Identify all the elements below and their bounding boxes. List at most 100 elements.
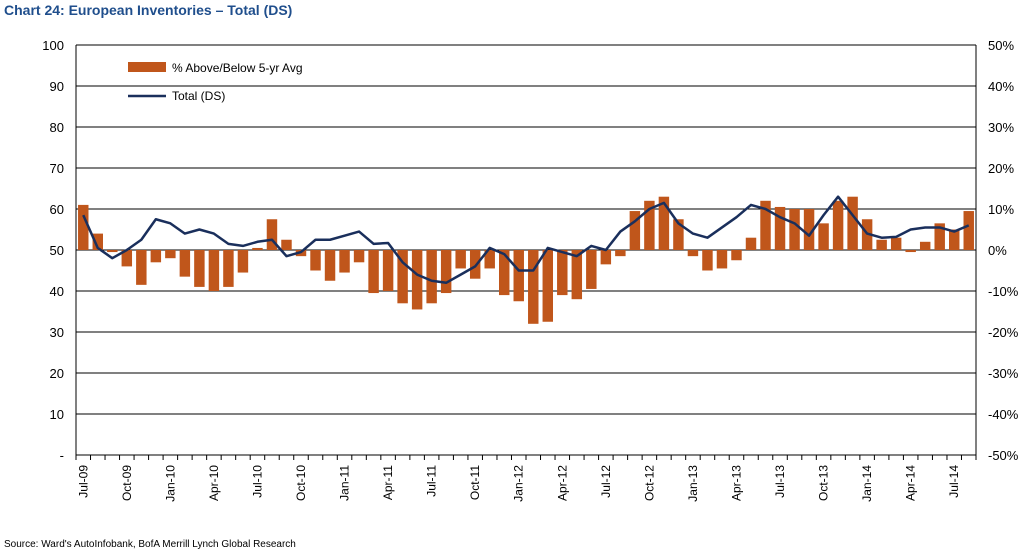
right-tick-label: 0% <box>988 243 1007 258</box>
bar <box>426 250 437 304</box>
bar <box>136 250 147 285</box>
bar <box>455 250 466 269</box>
bar <box>847 196 858 250</box>
bar <box>586 250 597 289</box>
bar <box>281 239 292 250</box>
axes: - -50% 10 -40% 20 -30% 30 -20% 40 -10% 50 0% 60 10% 70… <box>42 38 1018 502</box>
bar <box>658 196 670 250</box>
total-ds-line <box>82 195 970 285</box>
left-tick-label: 80 <box>50 120 64 135</box>
bar <box>223 250 234 287</box>
bar <box>499 250 510 296</box>
x-tick-label: Jul-12 <box>599 465 613 498</box>
x-tick-label: Oct-13 <box>817 465 831 501</box>
x-tick-label: Apr-14 <box>904 465 918 501</box>
chart-title: Chart 24: European Inventories – Total (… <box>4 2 293 18</box>
bar <box>78 204 89 250</box>
left-tick-label: 10 <box>50 407 64 422</box>
bar <box>919 241 931 250</box>
right-tick-label: 40% <box>988 79 1014 94</box>
bar <box>600 250 612 265</box>
bar <box>687 250 699 257</box>
bar <box>266 219 278 250</box>
bar <box>702 250 713 271</box>
left-tick-label: - <box>60 448 64 463</box>
right-tick-label: 30% <box>988 120 1014 135</box>
x-tick-label: Apr-11 <box>381 465 395 500</box>
bar <box>528 250 539 324</box>
x-tick-label: Jul-14 <box>947 465 961 498</box>
bar <box>644 200 655 250</box>
line-series <box>82 195 970 285</box>
x-tick-label: Jan-11 <box>338 465 352 501</box>
bar <box>905 250 916 253</box>
bar <box>832 200 844 250</box>
bar <box>107 250 118 253</box>
bar <box>165 250 176 259</box>
bar <box>615 250 626 257</box>
bar <box>557 250 568 296</box>
bar <box>411 250 423 310</box>
left-tick-label: 20 <box>50 366 64 381</box>
left-tick-label: 30 <box>50 325 64 340</box>
bar <box>237 250 249 273</box>
bar <box>629 211 641 250</box>
x-tick-label: Jan-12 <box>512 465 526 502</box>
x-tick-label: Oct-09 <box>120 465 134 501</box>
x-tick-label: Apr-10 <box>207 465 221 501</box>
left-tick-label: 60 <box>50 202 64 217</box>
right-tick-label: -20% <box>988 325 1019 340</box>
bar <box>208 250 220 291</box>
bar <box>353 250 365 263</box>
x-tick-label: Jul-09 <box>76 465 90 498</box>
x-tick-label: Apr-12 <box>555 465 569 501</box>
bar <box>673 219 684 250</box>
bar <box>571 250 583 300</box>
bar <box>92 233 103 250</box>
x-tick-label: Jul-10 <box>250 465 264 498</box>
x-tick-label: Oct-11 <box>468 465 482 500</box>
x-tick-label: Jul-13 <box>773 465 787 498</box>
bar <box>934 223 945 250</box>
left-tick-label: 40 <box>50 284 64 299</box>
bar <box>774 206 786 250</box>
right-tick-label: -30% <box>988 366 1019 381</box>
bar <box>513 250 524 302</box>
bar <box>397 250 408 304</box>
x-tick-label: Oct-10 <box>294 465 308 501</box>
bar <box>803 209 815 250</box>
right-tick-label: -40% <box>988 407 1019 422</box>
bar <box>440 250 452 294</box>
right-tick-label: 50% <box>988 38 1014 53</box>
bar <box>339 250 350 273</box>
bar <box>310 250 321 271</box>
bar <box>760 200 771 250</box>
x-tick-label: Jan-10 <box>163 465 177 502</box>
right-tick-label: 20% <box>988 161 1014 176</box>
bar <box>179 250 191 277</box>
x-tick-label: Jan-14 <box>860 465 874 502</box>
bar <box>121 250 133 267</box>
bar <box>469 250 481 279</box>
right-tick-label: -10% <box>988 284 1019 299</box>
bar <box>963 211 974 250</box>
legend-bar-swatch <box>128 62 166 72</box>
left-tick-label: 50 <box>50 243 64 258</box>
legend-bar-label: % Above/Below 5-yr Avg <box>172 61 303 75</box>
bar <box>745 237 757 250</box>
x-tick-label: Jan-13 <box>686 465 700 502</box>
legend: % Above/Below 5-yr Avg Total (DS) <box>128 61 303 103</box>
bar <box>876 239 887 250</box>
bar <box>150 250 162 263</box>
left-tick-label: 70 <box>50 161 64 176</box>
source-note: Source: Ward's AutoInfobank, BofA Merril… <box>4 539 296 550</box>
bar <box>716 250 728 269</box>
bar <box>252 247 263 250</box>
bar <box>731 250 742 261</box>
bar <box>789 209 800 250</box>
bar <box>949 229 960 250</box>
bar <box>368 250 379 294</box>
bar <box>890 237 902 250</box>
x-tick-label: Jul-11 <box>425 465 439 497</box>
